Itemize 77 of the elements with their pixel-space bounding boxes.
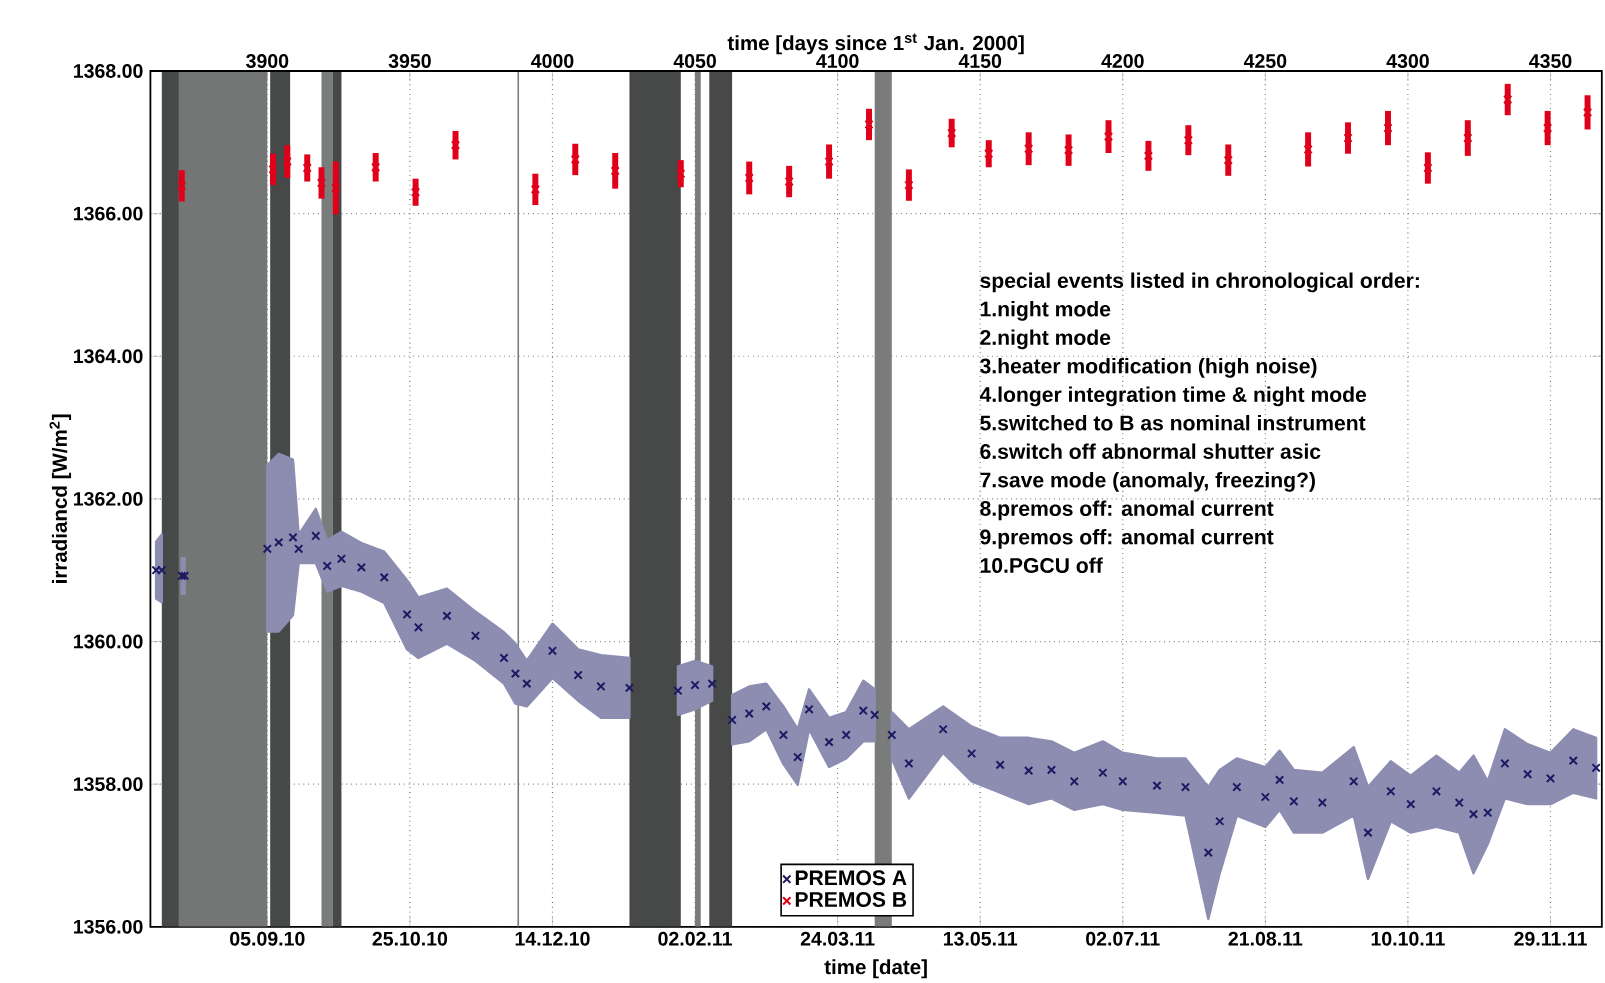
x-tick-label: 10.10.11: [1371, 931, 1445, 946]
point: [1183, 135, 1194, 145]
point: [530, 184, 541, 195]
point: [824, 156, 834, 167]
point: [302, 163, 312, 173]
y-tick-label: 1368.00: [74, 64, 143, 78]
x-tick-label: 14.12.10: [515, 931, 590, 946]
annotation: special events listed in chronological order:: [980, 272, 1419, 293]
point: [610, 166, 620, 176]
legend-label: PREMOS B: [795, 892, 907, 907]
point: [1423, 163, 1433, 173]
point: [784, 176, 794, 187]
point: [744, 173, 754, 183]
annotation: 7.save mode (anomaly, freezing?): [980, 471, 1315, 492]
point: [676, 169, 686, 179]
x-tick-label: 13.05.11: [943, 931, 1018, 946]
annotation: 1.night mode: [980, 301, 1111, 321]
point: [1024, 144, 1034, 154]
point: [1063, 145, 1074, 155]
point: [1463, 133, 1473, 143]
y-axis-title: irradiancd [W/m$^{2}$]: [49, 414, 72, 583]
point: [450, 140, 461, 150]
y-tick-label: 1358.00: [74, 777, 143, 792]
annotation: 10.PGCU off: [980, 557, 1103, 573]
x2-tick-label: 4000: [531, 54, 574, 68]
x-tick-label: 25.10.10: [372, 931, 448, 946]
point: [410, 187, 421, 197]
annotation: 3.heater modification (high noise): [980, 357, 1317, 378]
point: [1542, 123, 1553, 133]
point: [984, 149, 994, 159]
y-tick-label: 1360.00: [74, 634, 143, 649]
x2-tick-label: 4150: [958, 54, 1002, 68]
point: [316, 178, 327, 188]
point: [282, 156, 292, 167]
point: [1503, 94, 1513, 105]
x-tick-label: 05.09.10: [230, 931, 305, 946]
point: [331, 183, 341, 193]
x2-tick-label: 3900: [246, 54, 289, 68]
annotation: 2.night mode: [980, 329, 1111, 350]
y-tick-label: 1366.00: [74, 206, 143, 221]
point: [1343, 133, 1353, 143]
x2-tick-label: 4250: [1243, 54, 1287, 68]
annotation: 8.premos off: anomal current: [980, 500, 1274, 521]
x2-tick-label: 4100: [816, 54, 859, 68]
point: [1223, 155, 1233, 165]
point: [570, 154, 580, 165]
y-tick-label: 1362.00: [74, 491, 143, 506]
y-tick-label: 1356.00: [74, 919, 143, 934]
point: [177, 181, 187, 191]
x-tick-label: 24.03.11: [800, 931, 875, 946]
x2-tick-label: 4050: [673, 54, 716, 68]
x2-tick-label: 4350: [1529, 54, 1572, 68]
x2-tick-label: 4300: [1386, 54, 1429, 68]
annotation: 4.longer integration time & night mode: [979, 386, 1367, 407]
point: [1143, 151, 1154, 161]
point: [947, 128, 957, 138]
y-tick-label: 1364.00: [74, 349, 143, 364]
point: [864, 119, 874, 130]
x2-tick-label: 4200: [1101, 54, 1144, 68]
point: [1582, 107, 1593, 118]
point: [1383, 123, 1393, 133]
annotation: 6.switch off abnormal shutter asic: [980, 443, 1321, 459]
x-axis-title: time [date]: [824, 959, 927, 979]
x-tick-label: 21.08.11: [1228, 931, 1303, 946]
x2-axis-title: time [days since 1$^{st}$ Jan. 2000]: [727, 33, 1024, 55]
point: [1103, 131, 1114, 142]
x-tick-label: 02.07.11: [1086, 931, 1160, 946]
x-tick-label: 29.11.11: [1514, 931, 1587, 946]
point: [268, 164, 278, 175]
point: [1303, 144, 1313, 155]
x-tick-label: 02.02.11: [658, 931, 732, 946]
annotation: 5.switched to B as nominal instrument: [980, 414, 1366, 431]
point: [904, 180, 914, 190]
annotation: 9.premos off: anomal current: [980, 528, 1274, 549]
legend-label: PREMOS A: [795, 870, 907, 886]
x2-tick-label: 3950: [388, 54, 431, 68]
point: [371, 162, 381, 172]
